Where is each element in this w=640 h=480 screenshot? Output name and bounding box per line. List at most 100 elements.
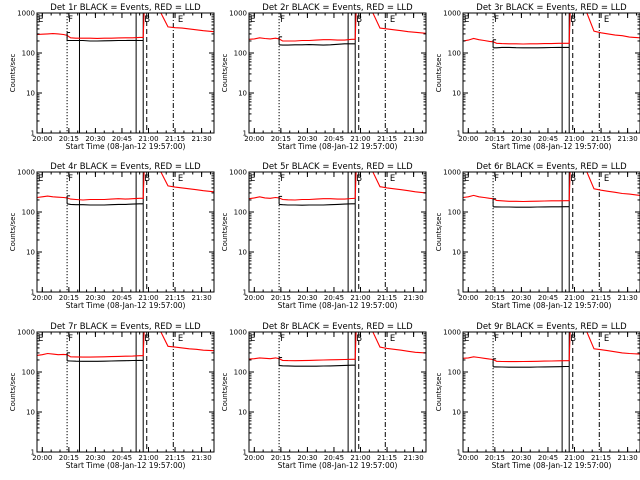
- interval-label: F: [68, 174, 73, 184]
- x-tick-label: 21:30: [192, 294, 212, 302]
- y-axis-label: Counts/sec: [9, 54, 17, 93]
- lld-series-line: [37, 13, 214, 39]
- y-tick-label: 1000: [229, 10, 247, 18]
- y-tick-label: 100: [234, 369, 247, 377]
- x-tick-label: 20:00: [32, 135, 52, 143]
- interval-label: B: [144, 174, 150, 184]
- lld-series-line: [249, 172, 426, 201]
- events-series-line: [279, 364, 356, 367]
- x-tick-label: 20:45: [538, 135, 558, 143]
- interval-label: E: [604, 15, 609, 25]
- x-tick-label: 21:15: [377, 454, 397, 462]
- x-tick-label: 21:00: [350, 294, 370, 302]
- x-tick-label: 21:00: [564, 135, 584, 143]
- x-tick-label: 21:30: [404, 294, 424, 302]
- panel-1: Det 1r BLACK = Events, RED = LLD E F B E 1 10 1…: [9, 3, 215, 151]
- x-tick-label: 20:30: [511, 454, 531, 462]
- interval-label: E: [250, 15, 255, 25]
- lld-series-line: [463, 13, 640, 45]
- interval-label: E: [178, 334, 183, 344]
- plot-frame: [36, 12, 215, 134]
- interval-label: B: [570, 15, 576, 25]
- lld-series-line: [463, 332, 640, 363]
- interval-label: E: [464, 15, 469, 25]
- y-axis-label: Counts/sec: [221, 54, 229, 93]
- y-tick-label: 100: [448, 369, 461, 377]
- plot-frame: [462, 331, 640, 453]
- interval-label: E: [178, 174, 183, 184]
- interval-label: B: [356, 15, 362, 25]
- x-tick-label: 21:15: [591, 294, 611, 302]
- x-tick-label: 20:30: [297, 454, 317, 462]
- interval-label: F: [494, 174, 499, 184]
- x-tick-label: 20:15: [271, 135, 291, 143]
- x-tick-label: 21:15: [377, 135, 397, 143]
- x-tick-label: 21:15: [165, 135, 185, 143]
- y-axis-label: Counts/sec: [435, 373, 443, 412]
- y-tick-label: 1: [457, 289, 461, 297]
- x-tick-label: 20:15: [271, 294, 291, 302]
- y-tick-label: 100: [448, 209, 461, 217]
- y-axis-label: Counts/sec: [435, 54, 443, 93]
- chart-title: Det 8r BLACK = Events, RED = LLD: [262, 322, 413, 332]
- chart-title: Det 5r BLACK = Events, RED = LLD: [262, 162, 413, 172]
- x-tick-label: 20:00: [244, 135, 264, 143]
- y-tick-label: 1000: [229, 329, 247, 337]
- y-tick-label: 1000: [443, 10, 461, 18]
- x-tick-label: 21:15: [591, 454, 611, 462]
- y-tick-label: 100: [234, 209, 247, 217]
- x-tick-label: 21:15: [377, 294, 397, 302]
- interval-label: E: [390, 334, 395, 344]
- interval-label: B: [144, 334, 150, 344]
- y-tick-label: 1000: [229, 169, 247, 177]
- plot-frame: [36, 331, 215, 453]
- interval-label: F: [494, 15, 499, 25]
- interval-label: E: [250, 174, 255, 184]
- x-tick-label: 21:00: [138, 294, 158, 302]
- y-tick-label: 10: [452, 249, 461, 257]
- y-axis-label: Counts/sec: [435, 213, 443, 252]
- plot-frame: [248, 12, 427, 134]
- interval-label: E: [604, 334, 609, 344]
- plot-frame: [248, 331, 427, 453]
- x-axis-label: Start Time (08-Jan-12 19:57:00): [492, 461, 612, 470]
- y-tick-label: 100: [234, 50, 247, 58]
- x-tick-label: 21:15: [591, 135, 611, 143]
- x-tick-label: 20:30: [511, 294, 531, 302]
- interval-label: E: [38, 174, 43, 184]
- plot-frame: [248, 171, 427, 293]
- panel-4: Det 4r BLACK = Events, RED = LLD E F B E 1 10 1…: [9, 162, 215, 310]
- interval-label: E: [390, 15, 395, 25]
- x-tick-label: 21:00: [350, 454, 370, 462]
- x-tick-label: 20:15: [485, 294, 505, 302]
- x-axis-label: Start Time (08-Jan-12 19:57:00): [278, 301, 398, 310]
- interval-label: E: [604, 174, 609, 184]
- x-axis-label: Start Time (08-Jan-12 19:57:00): [492, 142, 612, 151]
- x-tick-label: 21:30: [192, 135, 212, 143]
- y-tick-label: 100: [22, 369, 35, 377]
- interval-label: E: [178, 15, 183, 25]
- x-tick-label: 20:45: [324, 135, 344, 143]
- x-tick-label: 20:00: [458, 294, 478, 302]
- y-axis-label: Counts/sec: [221, 373, 229, 412]
- panel-8: Det 8r BLACK = Events, RED = LLD E F B E 1 10 1…: [221, 322, 427, 470]
- x-axis-label: Start Time (08-Jan-12 19:57:00): [278, 461, 398, 470]
- x-axis-label: Start Time (08-Jan-12 19:57:00): [66, 142, 186, 151]
- interval-label: E: [390, 174, 395, 184]
- panel-2: Det 2r BLACK = Events, RED = LLD E F B E 1 10 1…: [221, 3, 427, 151]
- y-tick-label: 1: [31, 289, 35, 297]
- x-tick-label: 20:30: [85, 135, 105, 143]
- x-tick-label: 20:00: [458, 454, 478, 462]
- chart-title: Det 2r BLACK = Events, RED = LLD: [262, 3, 413, 13]
- x-axis-label: Start Time (08-Jan-12 19:57:00): [492, 301, 612, 310]
- interval-label: F: [68, 15, 73, 25]
- x-tick-label: 20:45: [538, 294, 558, 302]
- lld-series-line: [249, 332, 426, 362]
- y-tick-label: 1000: [443, 169, 461, 177]
- y-axis-label: Counts/sec: [221, 213, 229, 252]
- events-series-line: [67, 359, 144, 362]
- x-tick-label: 21:30: [618, 454, 638, 462]
- x-tick-label: 21:15: [165, 294, 185, 302]
- panel-7: Det 7r BLACK = Events, RED = LLD E F B E 1 10 1…: [9, 322, 215, 470]
- interval-label: E: [38, 334, 43, 344]
